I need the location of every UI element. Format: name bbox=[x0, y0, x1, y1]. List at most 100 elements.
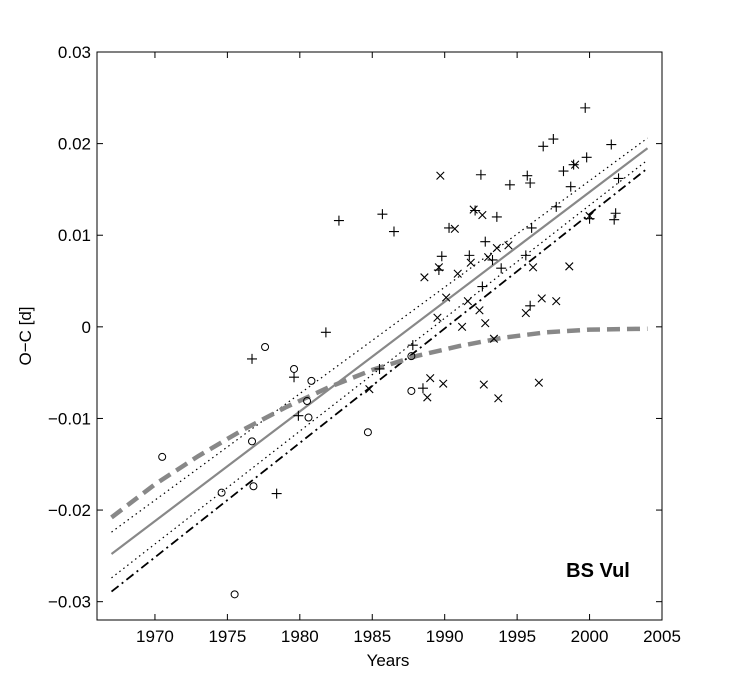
y-axis-title: O−C [d] bbox=[16, 306, 35, 365]
point-plus bbox=[247, 353, 258, 364]
point-circle bbox=[249, 482, 258, 491]
point-plus bbox=[271, 488, 282, 499]
curve-dashed-gray bbox=[110, 326, 648, 520]
x-axis-title: Years bbox=[367, 651, 410, 670]
point-plus bbox=[407, 340, 418, 351]
point-circle bbox=[304, 413, 313, 422]
point-cross bbox=[365, 384, 374, 394]
point-cross bbox=[585, 211, 594, 221]
point-plus bbox=[580, 102, 591, 113]
point-plus bbox=[565, 181, 576, 192]
point-plus bbox=[613, 173, 624, 184]
point-cross bbox=[570, 160, 580, 169]
x-tick-label: 1980 bbox=[281, 627, 319, 646]
curve-dotted bbox=[111, 159, 648, 579]
point-cross bbox=[478, 210, 487, 220]
point-circle bbox=[290, 364, 299, 373]
x-tick-label: 2005 bbox=[643, 627, 681, 646]
point-plus bbox=[464, 250, 475, 261]
point-cross bbox=[504, 241, 513, 250]
point-cross bbox=[494, 394, 503, 403]
data-points bbox=[158, 102, 624, 599]
point-plus bbox=[333, 215, 344, 226]
point-plus bbox=[525, 300, 536, 311]
point-plus bbox=[610, 208, 621, 219]
point-circle bbox=[407, 386, 416, 395]
point-cross bbox=[552, 296, 561, 306]
point-plus bbox=[538, 141, 549, 152]
point-cross bbox=[489, 334, 499, 343]
x-tick-label: 1985 bbox=[353, 627, 391, 646]
point-plus bbox=[609, 214, 620, 225]
point-cross bbox=[475, 306, 484, 315]
point-plus bbox=[522, 170, 533, 181]
point-cross bbox=[521, 308, 531, 318]
point-circle bbox=[217, 488, 226, 497]
curve-solid-gray bbox=[110, 147, 649, 555]
point-circle bbox=[407, 352, 416, 361]
point-plus bbox=[480, 236, 491, 247]
point-cross bbox=[528, 263, 538, 272]
point-circle bbox=[261, 342, 270, 351]
x-tick-label: 1970 bbox=[136, 627, 174, 646]
point-cross bbox=[463, 296, 473, 306]
point-cross bbox=[469, 205, 478, 214]
point-plus bbox=[581, 152, 592, 163]
x-tick-label: 1990 bbox=[426, 627, 464, 646]
point-cross bbox=[483, 253, 493, 262]
point-plus bbox=[520, 250, 531, 261]
star-name-annotation: BS Vul bbox=[566, 560, 630, 582]
point-cross bbox=[481, 318, 490, 328]
y-tick-label: 0.03 bbox=[58, 43, 91, 62]
point-cross bbox=[420, 273, 429, 282]
y-tick-label: −0.03 bbox=[48, 593, 91, 612]
point-plus bbox=[525, 178, 536, 189]
point-cross bbox=[537, 294, 546, 303]
point-plus bbox=[487, 254, 498, 265]
plot-frame bbox=[96, 51, 663, 621]
point-plus bbox=[444, 222, 455, 233]
point-cross bbox=[466, 258, 475, 267]
point-cross bbox=[426, 373, 435, 383]
point-cross bbox=[457, 322, 467, 332]
x-tick-label: 1975 bbox=[208, 627, 246, 646]
y-tick-label: 0.02 bbox=[58, 135, 91, 154]
point-plus bbox=[558, 166, 569, 177]
point-plus bbox=[417, 383, 428, 394]
point-plus bbox=[374, 363, 385, 374]
axis-ticks: 1970 1975 1980 1985 1990 1995 2000 2005 −0.03 −0.… bbox=[48, 43, 681, 646]
curve-dashdot bbox=[110, 167, 649, 593]
point-cross bbox=[492, 243, 502, 253]
point-plus bbox=[475, 169, 486, 180]
x-tick-label: 2000 bbox=[571, 627, 609, 646]
point-plus bbox=[504, 179, 515, 190]
point-cross bbox=[434, 263, 444, 272]
point-cross bbox=[439, 379, 448, 388]
point-cross bbox=[433, 313, 442, 322]
point-cross bbox=[436, 171, 445, 180]
y-tick-label: 0 bbox=[82, 318, 91, 337]
point-plus bbox=[293, 410, 304, 421]
point-circle bbox=[303, 397, 312, 406]
y-tick-label: −0.01 bbox=[48, 409, 91, 428]
curve-dotted bbox=[111, 137, 648, 533]
point-plus bbox=[606, 139, 617, 150]
point-plus bbox=[491, 211, 502, 222]
point-plus bbox=[388, 226, 399, 237]
point-plus bbox=[551, 201, 562, 212]
y-tick-label: 0.01 bbox=[58, 226, 91, 245]
point-cross bbox=[453, 269, 462, 278]
point-plus bbox=[320, 327, 331, 338]
point-plus bbox=[289, 372, 300, 383]
point-circle bbox=[363, 428, 372, 437]
point-circle bbox=[307, 376, 316, 385]
point-cross bbox=[534, 378, 544, 387]
point-circle bbox=[248, 437, 257, 446]
point-plus bbox=[496, 263, 507, 274]
point-cross bbox=[450, 224, 460, 234]
point-circle bbox=[230, 590, 239, 599]
point-plus bbox=[568, 159, 579, 170]
x-tick-label: 1995 bbox=[498, 627, 536, 646]
y-tick-label: −0.02 bbox=[48, 501, 91, 520]
